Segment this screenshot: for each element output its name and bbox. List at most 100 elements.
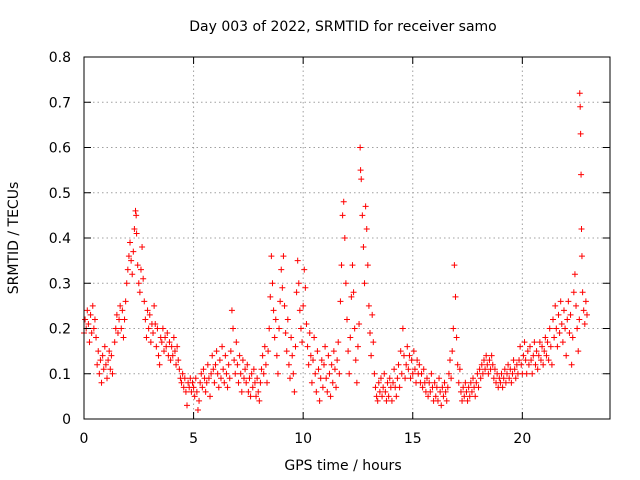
data-point xyxy=(132,207,139,214)
data-point xyxy=(313,388,320,395)
data-point xyxy=(232,370,239,377)
data-point xyxy=(137,266,144,273)
data-point xyxy=(224,384,231,391)
data-point xyxy=(147,339,154,346)
data-point xyxy=(482,366,489,373)
data-point xyxy=(434,397,441,404)
data-point xyxy=(368,352,375,359)
data-point xyxy=(100,366,107,373)
data-point xyxy=(261,343,268,350)
data-point xyxy=(324,388,331,395)
data-point xyxy=(323,375,330,382)
data-point xyxy=(537,357,544,364)
data-point xyxy=(376,388,383,395)
data-points xyxy=(81,90,590,413)
data-point xyxy=(212,361,219,368)
data-point xyxy=(357,144,364,151)
data-point xyxy=(234,361,241,368)
data-point xyxy=(196,397,203,404)
data-point xyxy=(197,379,204,386)
data-point xyxy=(399,325,406,332)
data-point xyxy=(499,384,506,391)
data-point xyxy=(448,375,455,382)
y-tick-label: 0.7 xyxy=(49,95,71,111)
y-tick-label: 0.2 xyxy=(49,322,71,338)
data-point xyxy=(239,357,246,364)
data-point xyxy=(85,320,92,327)
y-tick-label: 0.6 xyxy=(49,141,71,157)
data-point xyxy=(407,375,414,382)
data-point xyxy=(333,384,340,391)
data-point xyxy=(558,320,565,327)
x-tick-label: 5 xyxy=(189,431,198,447)
data-point xyxy=(381,370,388,377)
data-point xyxy=(498,370,505,377)
data-point xyxy=(274,370,281,377)
data-point xyxy=(437,388,444,395)
data-point xyxy=(555,311,562,318)
data-point xyxy=(319,384,326,391)
data-point xyxy=(409,370,416,377)
data-point xyxy=(346,370,353,377)
data-point xyxy=(352,357,359,364)
data-point xyxy=(400,352,407,359)
data-point xyxy=(547,343,554,350)
data-point xyxy=(315,366,322,373)
data-point xyxy=(456,366,463,373)
data-point xyxy=(350,289,357,296)
data-point xyxy=(460,384,467,391)
data-point xyxy=(557,298,564,305)
data-point xyxy=(426,379,433,386)
data-point xyxy=(102,361,109,368)
data-point xyxy=(373,393,380,400)
data-point xyxy=(402,375,409,382)
data-point xyxy=(271,334,278,341)
data-point xyxy=(203,379,210,386)
data-point xyxy=(169,352,176,359)
data-point xyxy=(181,375,188,382)
data-point xyxy=(221,379,228,386)
data-point xyxy=(295,280,302,287)
data-point xyxy=(209,352,216,359)
data-point xyxy=(119,307,126,314)
data-point xyxy=(377,375,384,382)
data-point xyxy=(225,361,232,368)
data-point xyxy=(553,325,560,332)
data-point xyxy=(562,325,569,332)
data-point xyxy=(299,339,306,346)
data-point xyxy=(142,316,149,323)
data-point xyxy=(163,343,170,350)
data-point xyxy=(516,357,523,364)
data-point xyxy=(190,384,197,391)
data-point xyxy=(194,406,201,413)
data-point xyxy=(302,284,309,291)
data-point xyxy=(468,388,475,395)
data-point xyxy=(158,339,165,346)
data-point xyxy=(532,361,539,368)
data-point xyxy=(347,334,354,341)
data-point xyxy=(398,370,405,377)
data-point xyxy=(162,334,169,341)
data-point xyxy=(127,239,134,246)
data-point xyxy=(320,361,327,368)
x-tick-label: 0 xyxy=(80,431,89,447)
data-point xyxy=(94,361,101,368)
data-point xyxy=(250,366,257,373)
data-point xyxy=(581,320,588,327)
data-point xyxy=(133,212,140,219)
data-point xyxy=(282,330,289,337)
data-point xyxy=(219,343,226,350)
data-point xyxy=(503,370,510,377)
data-point xyxy=(576,316,583,323)
data-point xyxy=(474,370,481,377)
data-point xyxy=(240,375,247,382)
data-point xyxy=(296,307,303,314)
data-point xyxy=(246,375,253,382)
data-point xyxy=(291,388,298,395)
data-point xyxy=(141,298,148,305)
data-point xyxy=(536,339,543,346)
data-point xyxy=(374,397,381,404)
data-point xyxy=(247,393,254,400)
data-point xyxy=(459,397,466,404)
data-point xyxy=(152,320,159,327)
